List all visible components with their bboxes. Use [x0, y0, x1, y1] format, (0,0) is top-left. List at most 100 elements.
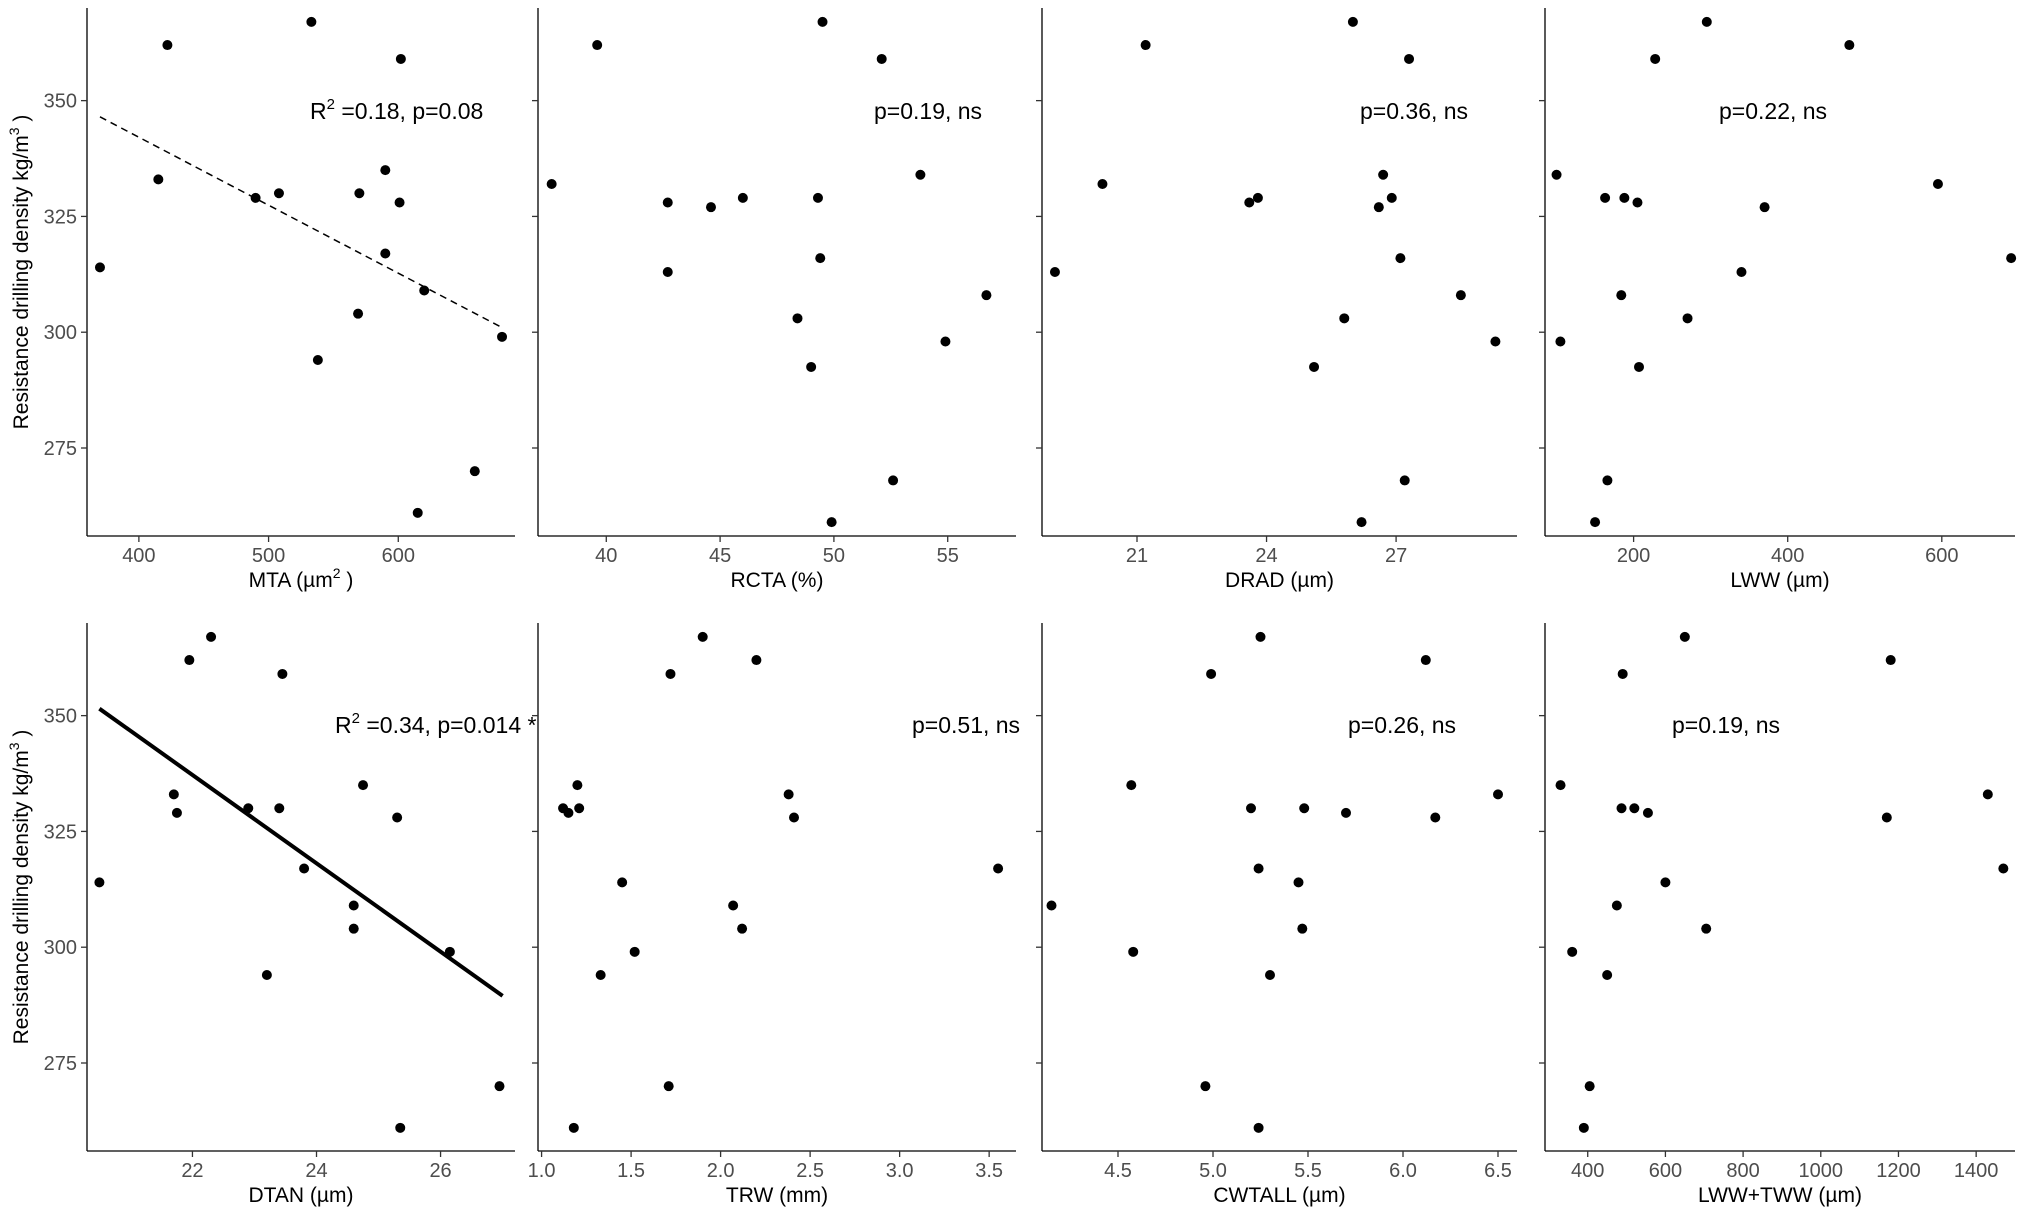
stat-annotation-text: p=0.19, ns	[1672, 712, 1780, 738]
x-tick-label: 45	[709, 545, 731, 567]
data-point	[662, 197, 673, 208]
data-point	[348, 900, 359, 911]
regression-line	[99, 116, 503, 329]
y-axis-title-text: Resistance drilling density kg/m	[10, 135, 33, 429]
x-axis-title-text: LWW (µm)	[1730, 569, 1829, 592]
x-tick-label: 600	[382, 545, 415, 567]
data-point	[1616, 290, 1627, 301]
data-point	[1049, 267, 1060, 277]
x-axis-title: CWTALL (µm)	[1213, 1184, 1345, 1207]
data-point	[1555, 780, 1566, 791]
panel-3: 21 24 27 DRAD (µm) p=0.36, ns	[1036, 8, 1517, 592]
y-tick-label: 275	[44, 438, 77, 460]
x-axis-title-text: MTA (µm	[249, 569, 333, 592]
data-point	[94, 877, 105, 888]
stat-annotation-text: =0.34, p=0.014 *	[360, 712, 537, 738]
stat-annotation-text: =0.18, p=0.08	[335, 98, 483, 124]
panel-7: 4.5 5.0 5.5 6.0 6.5 CWTALL (µm) p=0.26, ns	[1036, 623, 1517, 1207]
x-tick-label: 1400	[1954, 1160, 1999, 1182]
data-point	[243, 803, 254, 814]
data-point	[1255, 631, 1266, 642]
data-point	[1252, 192, 1263, 203]
x-tick-label: 6.0	[1389, 1160, 1417, 1182]
x-tick-label: 27	[1385, 545, 1407, 567]
x-tick-label: 400	[1571, 1160, 1604, 1182]
panel-4: 200 400 600 LWW (µm) p=0.22, ns	[1539, 8, 2017, 592]
data-point	[354, 188, 365, 199]
panel-2: 40 45 50 55 RCTA (%) p=0.19, ns	[532, 8, 1016, 592]
x-axis-title: TRW (mm)	[726, 1184, 828, 1207]
y-tick-label: 350	[44, 91, 77, 113]
data-point	[153, 174, 164, 185]
y-axis-title-text: Resistance drilling density kg/m	[10, 750, 33, 1044]
data-point	[1600, 192, 1611, 203]
data-point	[1206, 668, 1217, 679]
data-point	[1616, 803, 1627, 814]
stat-annotation-text: p=0.36, ns	[1360, 98, 1468, 124]
data-point	[395, 53, 406, 64]
data-point	[277, 668, 288, 679]
x-tick-label: 600	[1925, 545, 1958, 567]
x-tick-label: 1.0	[528, 1160, 556, 1182]
data-point	[1619, 192, 1630, 203]
data-point	[1293, 877, 1304, 888]
data-point	[1299, 803, 1310, 814]
data-point	[494, 1081, 505, 1092]
data-point	[444, 946, 455, 957]
data-point	[728, 900, 739, 911]
data-point	[574, 803, 585, 814]
stat-annotation: R2 =0.18, p=0.08	[310, 96, 483, 124]
stat-annotation-text: p=0.22, ns	[1719, 98, 1827, 124]
data-point	[737, 192, 748, 203]
data-point	[1420, 655, 1431, 666]
data-point	[497, 331, 508, 342]
data-point	[783, 789, 794, 800]
data-point	[568, 1122, 579, 1133]
data-point	[940, 336, 951, 347]
stat-annotation: p=0.51, ns	[912, 712, 1020, 738]
data-point	[394, 197, 405, 208]
data-point	[812, 192, 823, 203]
data-point	[876, 53, 887, 64]
data-point	[1998, 863, 2009, 874]
data-point	[817, 16, 828, 27]
x-tick-label: 22	[181, 1160, 203, 1182]
x-axis-title-text: LWW+TWW (µm)	[1698, 1184, 1862, 1207]
stat-annotation-text: p=0.19, ns	[874, 98, 982, 124]
x-tick-label: 40	[595, 545, 617, 567]
y-tick-label: 300	[44, 937, 77, 959]
data-point	[1309, 361, 1320, 372]
stat-annotation: p=0.19, ns	[1672, 712, 1780, 738]
data-point	[273, 188, 284, 199]
x-tick-label: 55	[937, 545, 959, 567]
stat-annotation-prefix: R	[310, 98, 327, 124]
y-axis-title-sup: 3	[6, 127, 22, 135]
y-axis-title-row-2: Resistance drilling density kg/m3 )	[6, 730, 33, 1045]
data-point	[705, 202, 716, 213]
data-point	[1395, 253, 1406, 264]
x-tick-label: 2.0	[707, 1160, 735, 1182]
x-tick-label: 4.5	[1104, 1160, 1132, 1182]
x-tick-label: 1200	[1876, 1160, 1921, 1182]
data-point	[348, 923, 359, 934]
data-point	[392, 812, 403, 823]
data-point	[1200, 1081, 1211, 1092]
x-tick-label: 600	[1649, 1160, 1682, 1182]
x-axis-title-sup: 2	[333, 565, 341, 581]
data-point	[1493, 789, 1503, 800]
data-point	[171, 807, 182, 818]
data-point	[981, 290, 992, 301]
data-point	[595, 970, 606, 980]
data-point	[1602, 475, 1613, 486]
data-point	[1373, 202, 1384, 213]
data-point	[1578, 1122, 1589, 1133]
x-tick-label: 6.5	[1484, 1160, 1512, 1182]
data-point	[915, 169, 926, 180]
data-point	[1244, 197, 1255, 208]
x-tick-label: 1.5	[617, 1160, 645, 1182]
data-point	[1679, 631, 1690, 642]
data-point	[1590, 517, 1601, 528]
data-point	[1297, 923, 1308, 934]
